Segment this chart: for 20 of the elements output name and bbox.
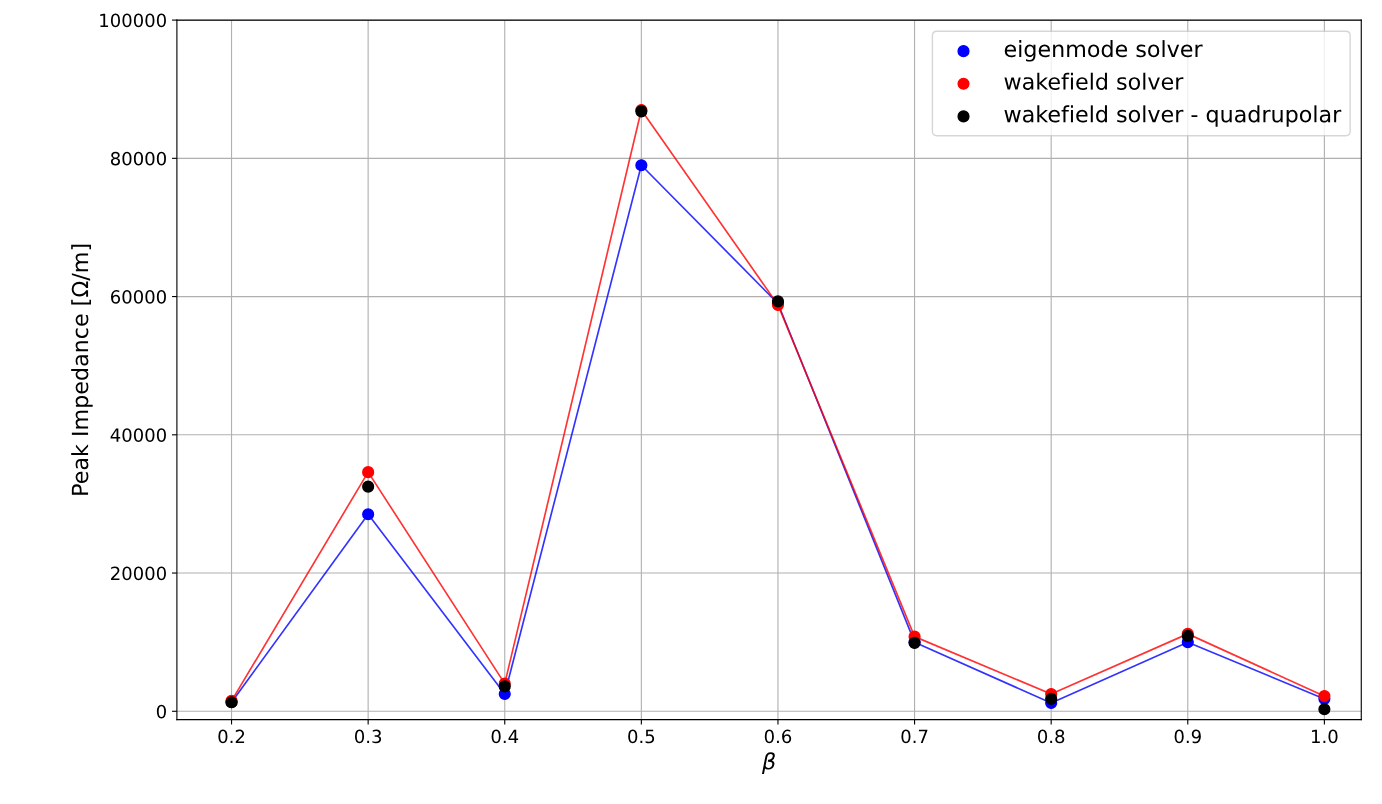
x-tick-label: 1.0 — [1312, 729, 1338, 744]
y-tick-label: 100000 — [100, 13, 166, 28]
x-tick-label: 0.7 — [901, 729, 928, 744]
y-axis-title: Peak Impedance [Ω/m] — [71, 244, 93, 495]
x-tick-label: 0.5 — [628, 729, 655, 744]
y-tick-label: 0 — [156, 704, 166, 719]
x-tick-label: 0.3 — [354, 729, 382, 744]
y-tick-label: 20000 — [111, 566, 166, 581]
y-tick-label: 40000 — [110, 428, 166, 442]
y-tick-label: 60000 — [111, 290, 166, 304]
legend-label: wakefield solver — [1004, 72, 1184, 90]
x-tick-label: 0.6 — [764, 729, 792, 744]
x-tick-label: 0.9 — [1174, 729, 1201, 744]
y-tick-label: 80000 — [110, 151, 166, 166]
legend-label: wakefield solver - quadrupolar — [1004, 105, 1342, 127]
legend-label: eigenmode solver — [1004, 40, 1203, 62]
x-tick-label: 0.2 — [218, 729, 245, 744]
x-tick-label: 0.8 — [1038, 729, 1065, 744]
x-axis-title: β — [761, 752, 775, 774]
x-tick-label: 0.4 — [491, 729, 519, 744]
